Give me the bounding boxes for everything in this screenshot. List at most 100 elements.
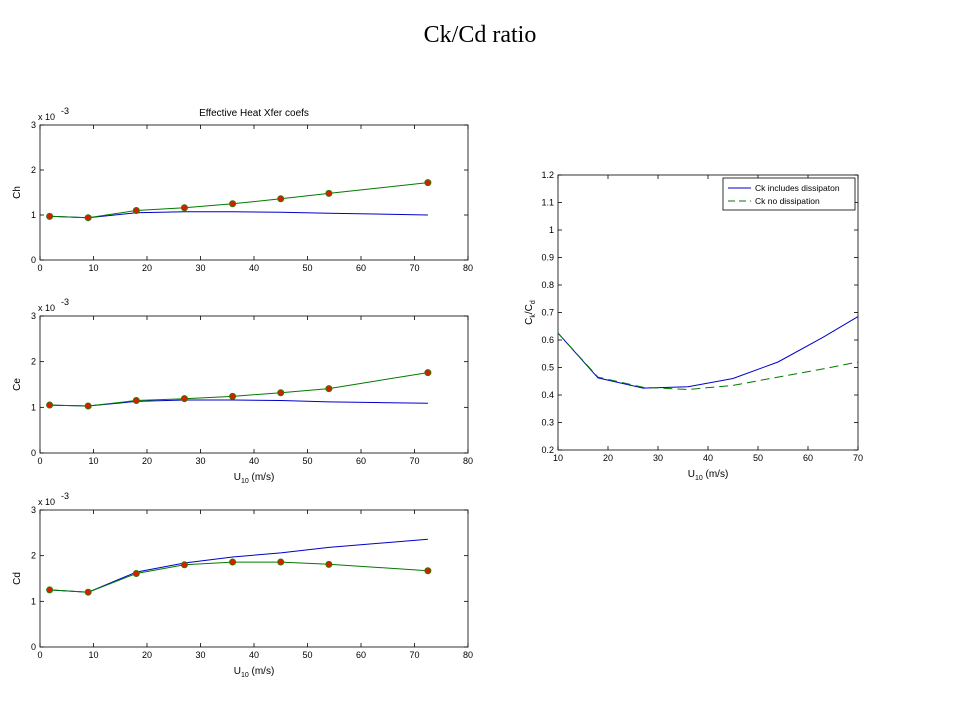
x-tick-label: 30: [653, 453, 663, 463]
y-tick-label: 0.2: [541, 445, 554, 455]
y-tick-label: 0.6: [541, 335, 554, 345]
series-line-green: [557, 332, 859, 391]
y-tick-label: 1.2: [541, 170, 554, 180]
x-tick-label: 60: [803, 453, 813, 463]
x-tick-label: 10: [88, 456, 98, 466]
y-axis-label: Ch: [12, 186, 23, 199]
y-tick-label: 3: [31, 505, 36, 515]
x-tick-label: 30: [195, 456, 205, 466]
x-tick-label: 40: [249, 263, 259, 273]
data-point-marker: [229, 200, 237, 208]
data-point-marker: [229, 392, 237, 400]
legend-label: Ck includes dissipaton: [755, 183, 840, 193]
x-tick-label: 0: [37, 650, 42, 660]
x-axis-label: U10 (m/s): [234, 666, 275, 679]
data-point-marker: [277, 195, 285, 203]
data-point-marker: [325, 189, 333, 197]
x-tick-label: 0: [37, 263, 42, 273]
y-tick-label: 0.3: [541, 418, 554, 428]
x-tick-label: 60: [356, 456, 366, 466]
y-tick-label: 0: [31, 642, 36, 652]
x-tick-label: 60: [356, 650, 366, 660]
series-line-green: [49, 561, 428, 593]
data-point-marker: [325, 385, 333, 393]
y-tick-label: 3: [31, 120, 36, 130]
y-tick-label: 0.5: [541, 363, 554, 373]
plot-area: [557, 174, 859, 451]
data-point-marker: [46, 401, 54, 409]
x-tick-label: 10: [553, 453, 563, 463]
x-tick-label: 70: [409, 456, 419, 466]
y-tick-label: 0.4: [541, 390, 554, 400]
x-tick-label: 50: [302, 650, 312, 660]
plot-area: [39, 315, 469, 454]
x-tick-label: 80: [463, 650, 473, 660]
chart-ratio: 10 20 30 40 50 60 70 0.2 0.3 0.4 0.5 0.6 0.7 0.8 0.9 1 1…: [524, 170, 863, 482]
series-line-green: [49, 372, 428, 407]
legend-box: [722, 177, 856, 211]
x-tick-label: 70: [409, 263, 419, 273]
y-tick-label: 0.9: [541, 253, 554, 263]
y-tick-label: 0.8: [541, 280, 554, 290]
y-tick-label: 2: [31, 357, 36, 367]
x-tick-label: 80: [463, 456, 473, 466]
chart-cd: 0 10 20 30 40 50 60 70 80 0 1 2 3x 10 -3 U10 (m/s) Cd: [12, 491, 473, 679]
data-point-marker: [84, 588, 92, 596]
data-point-marker: [424, 179, 432, 187]
y-tick-label: 1: [31, 402, 36, 412]
x-tick-label: 40: [249, 456, 259, 466]
x-tick-label: 20: [142, 650, 152, 660]
x-tick-label: 50: [302, 263, 312, 273]
data-point-marker: [277, 558, 285, 566]
x-tick-label: 10: [88, 650, 98, 660]
exponent-label: x 10: [38, 303, 55, 313]
y-tick-label: 0.7: [541, 308, 554, 318]
data-point-marker: [180, 204, 188, 212]
exponent-power: -3: [61, 297, 69, 307]
exponent-label: x 10: [38, 112, 55, 122]
data-point-marker: [180, 561, 188, 569]
x-tick-label: 30: [195, 263, 205, 273]
exponent-power: -3: [61, 491, 69, 501]
data-point-marker: [325, 560, 333, 568]
data-point-marker: [424, 567, 432, 575]
y-axis-label: Cd: [12, 572, 23, 585]
x-tick-label: 60: [356, 263, 366, 273]
x-tick-label: 20: [603, 453, 613, 463]
plot-area: [39, 124, 469, 261]
x-tick-label: 40: [703, 453, 713, 463]
plot-area: [39, 509, 469, 648]
y-tick-label: 0: [31, 255, 36, 265]
y-tick-label: 2: [31, 551, 36, 561]
chart-title: Effective Heat Xfer coefs: [199, 108, 309, 119]
data-point-marker: [424, 369, 432, 377]
x-axis-label: U10 (m/s): [234, 472, 275, 485]
y-tick-label: 2: [31, 165, 36, 175]
data-point-marker: [180, 395, 188, 403]
exponent-power: -3: [61, 106, 69, 116]
y-tick-label: 3: [31, 311, 36, 321]
legend: Ck includes dissipaton Ck no dissipation: [722, 177, 856, 211]
legend-label: Ck no dissipation: [755, 196, 820, 206]
x-tick-label: 20: [142, 263, 152, 273]
y-tick-label: 1: [549, 225, 554, 235]
y-tick-label: 1.1: [541, 198, 554, 208]
data-point-marker: [132, 569, 140, 577]
x-tick-label: 70: [409, 650, 419, 660]
data-point-marker: [132, 207, 140, 214]
data-point-marker: [84, 402, 92, 410]
y-axis-label: Ck/Cd: [524, 300, 537, 325]
chart-ce: 0 10 20 30 40 50 60 70 80 0 1 2 3x 10 -3 U10 (m/s) Ce: [12, 297, 473, 485]
data-point-marker: [84, 214, 92, 222]
chart-ch: 0 10 20 30 40 50 60 70 80 0 1 2 3x 10 -3 Effective Hea…: [12, 106, 473, 273]
x-tick-label: 50: [302, 456, 312, 466]
y-tick-label: 0: [31, 448, 36, 458]
x-tick-label: 10: [88, 263, 98, 273]
data-point-marker: [229, 558, 237, 566]
series-line-green: [49, 182, 428, 219]
x-tick-label: 30: [195, 650, 205, 660]
x-tick-label: 70: [853, 453, 863, 463]
x-axis-label: U10 (m/s): [688, 469, 729, 482]
x-tick-label: 0: [37, 456, 42, 466]
